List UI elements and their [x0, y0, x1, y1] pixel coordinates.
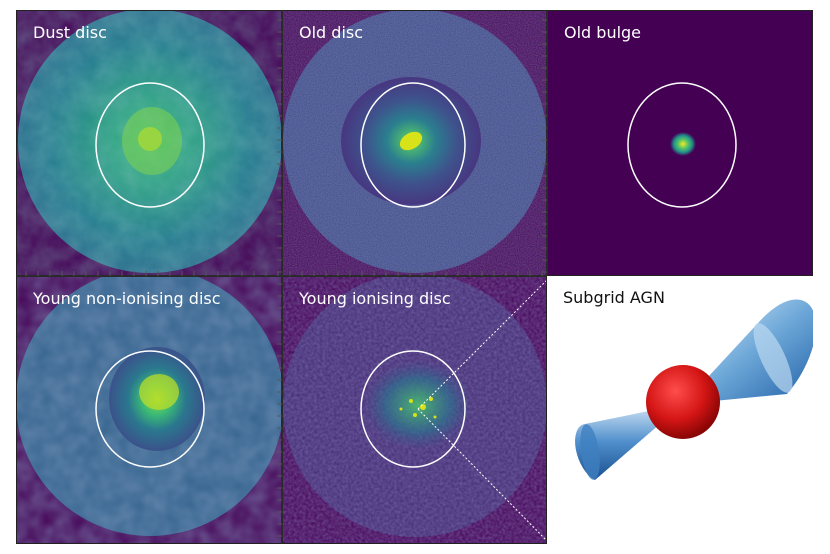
panel-label: Young non-ionising disc: [33, 289, 221, 308]
young-ionising-disc-panel: Young ionising disc: [282, 276, 547, 544]
young-non-ionising-disc-panel: Young non-ionising disc: [16, 276, 282, 544]
aperture-ellipse: [95, 82, 205, 208]
dust-disc-image: [17, 11, 281, 275]
panel-label: Dust disc: [33, 23, 107, 42]
old-disc-panel: Old disc: [282, 10, 547, 276]
subgrid-agn-panel: Subgrid AGN: [547, 276, 813, 544]
zoom-line-top: [417, 280, 546, 410]
aperture-ellipse: [360, 82, 466, 208]
dust-disc-panel: Dust disc: [16, 10, 282, 276]
young-ionising-disc-image: [283, 277, 546, 543]
young-non-ionising-disc-image: [17, 277, 281, 543]
panel-label: Subgrid AGN: [563, 288, 665, 307]
panel-label: Old disc: [299, 23, 364, 42]
old-bulge-panel: Old bulge: [547, 10, 813, 276]
old-disc-image: [283, 11, 546, 275]
old-bulge-image: [548, 11, 812, 275]
aperture-ellipse: [360, 350, 466, 468]
agn-sphere: [646, 365, 720, 439]
panel-label: Old bulge: [564, 23, 642, 42]
agn-illustration: [547, 276, 813, 544]
aperture-ellipse: [627, 82, 737, 208]
zoom-line-bottom: [417, 408, 546, 541]
panel-label: Young ionising disc: [299, 289, 451, 308]
aperture-ellipse: [95, 350, 205, 468]
